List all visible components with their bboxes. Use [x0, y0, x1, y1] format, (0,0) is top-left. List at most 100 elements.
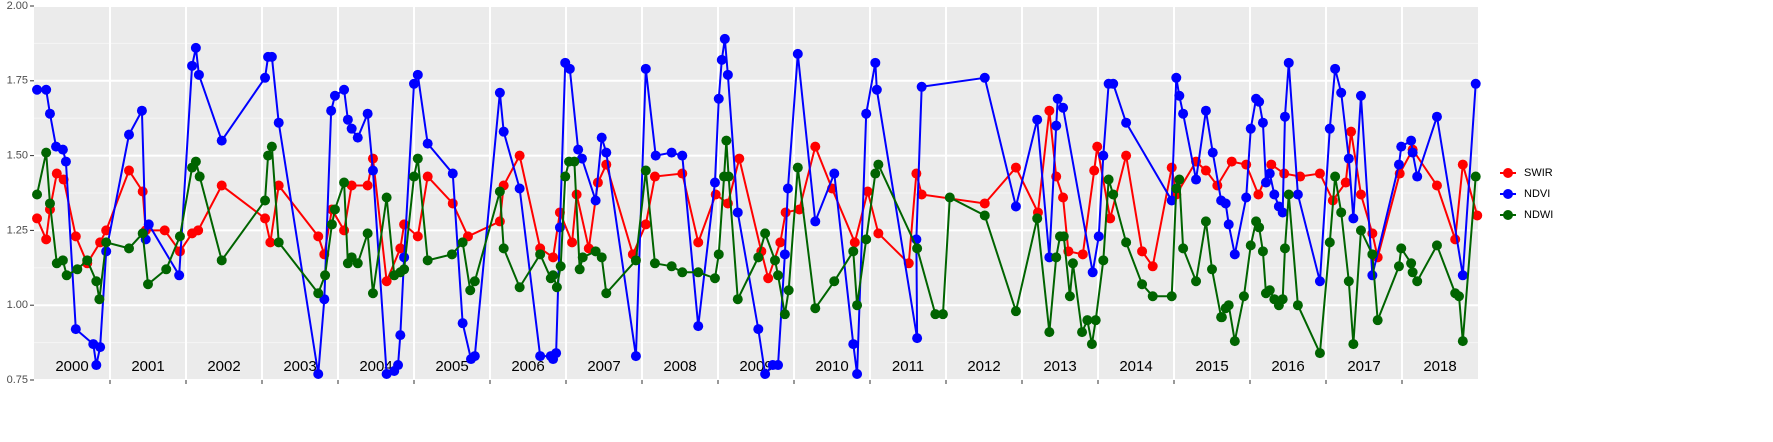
data-point — [677, 150, 688, 161]
data-point — [713, 249, 724, 260]
data-point — [412, 69, 423, 80]
data-point — [782, 183, 793, 194]
data-point — [722, 69, 733, 80]
data-point — [260, 213, 271, 224]
data-point — [94, 294, 105, 305]
data-point — [779, 249, 790, 260]
legend-key-point — [1503, 168, 1513, 178]
data-point — [266, 51, 277, 62]
data-point — [193, 225, 204, 236]
data-point — [412, 231, 423, 242]
data-point — [1355, 225, 1366, 236]
data-point — [1372, 315, 1383, 326]
data-point — [1147, 291, 1158, 302]
data-point — [760, 369, 771, 380]
data-point — [447, 198, 458, 209]
data-point — [1264, 285, 1275, 296]
data-point — [723, 171, 734, 182]
data-point — [1032, 114, 1043, 125]
data-point — [871, 84, 882, 95]
data-point — [1191, 174, 1202, 185]
data-point — [829, 276, 840, 287]
data-point — [1137, 279, 1148, 290]
data-point — [1108, 189, 1119, 200]
y-tick-label: 1.25 — [7, 224, 28, 236]
data-point — [346, 180, 357, 191]
data-point — [810, 141, 821, 152]
data-point — [1238, 291, 1249, 302]
data-point — [576, 153, 587, 164]
data-point — [1032, 213, 1043, 224]
data-point — [57, 144, 68, 155]
data-point — [494, 186, 505, 197]
data-point — [1330, 171, 1341, 182]
data-point — [1292, 300, 1303, 311]
data-point — [732, 294, 743, 305]
data-point — [640, 165, 651, 176]
data-point — [1279, 243, 1290, 254]
data-point — [124, 129, 134, 140]
year-label: 2017 — [1347, 358, 1380, 375]
data-point — [1171, 72, 1182, 83]
data-point — [677, 168, 688, 179]
data-point — [1226, 156, 1237, 167]
data-point — [91, 276, 102, 287]
data-point — [640, 63, 651, 74]
data-point — [381, 192, 392, 203]
data-point — [367, 288, 378, 299]
data-point — [313, 288, 324, 299]
data-point — [447, 249, 457, 260]
data-point — [1472, 210, 1483, 221]
data-point — [601, 147, 612, 158]
data-point — [1260, 177, 1271, 188]
data-point — [1257, 117, 1268, 128]
data-point — [1223, 219, 1234, 230]
data-point — [339, 84, 350, 95]
data-point — [494, 216, 505, 227]
data-point — [1223, 300, 1234, 311]
data-point — [137, 228, 148, 239]
data-point — [514, 150, 525, 161]
data-point — [494, 87, 505, 98]
data-point — [1412, 171, 1423, 182]
data-point — [32, 189, 43, 200]
data-point — [848, 339, 859, 350]
data-point — [61, 270, 72, 281]
data-point — [535, 351, 546, 362]
data-point — [1407, 267, 1418, 278]
data-point — [124, 243, 134, 254]
data-point — [187, 60, 198, 71]
legend-key-point — [1503, 210, 1513, 220]
data-point — [362, 108, 373, 119]
data-point — [979, 72, 990, 83]
data-point — [1044, 327, 1055, 338]
data-point — [465, 285, 476, 296]
data-point — [260, 72, 271, 83]
data-point — [1121, 117, 1132, 128]
data-point — [1245, 123, 1256, 134]
data-point — [548, 252, 559, 263]
data-point — [159, 225, 170, 236]
data-point — [1292, 189, 1303, 200]
data-point — [944, 192, 955, 203]
year-label: 2013 — [1043, 358, 1076, 375]
data-point — [101, 225, 112, 236]
data-point — [693, 321, 704, 332]
data-point — [1355, 189, 1366, 200]
data-point — [601, 159, 612, 170]
data-point — [760, 228, 771, 239]
data-point — [313, 231, 324, 242]
data-point — [409, 78, 419, 89]
data-point — [1279, 111, 1290, 122]
year-label: 2010 — [815, 358, 848, 375]
y-tick-label: 1.75 — [7, 75, 28, 87]
data-point — [810, 303, 821, 314]
data-point — [469, 351, 480, 362]
data-point — [367, 165, 378, 176]
data-point — [1355, 90, 1366, 101]
data-point — [498, 243, 509, 254]
data-point — [1044, 252, 1055, 263]
data-point — [1264, 168, 1275, 179]
data-point — [1324, 237, 1335, 248]
data-point — [792, 48, 803, 59]
